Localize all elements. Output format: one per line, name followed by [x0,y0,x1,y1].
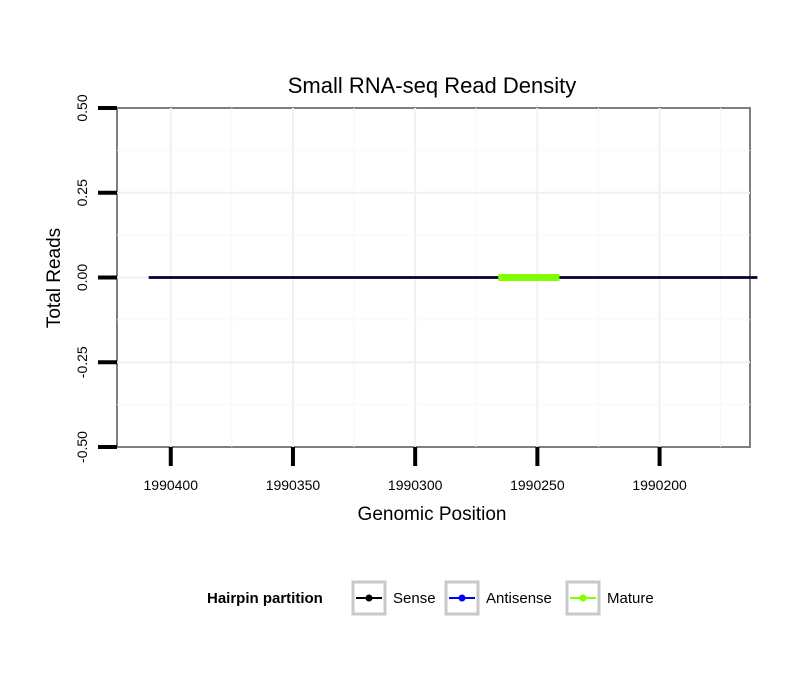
x-tick-label: 1990350 [266,477,321,493]
legend-item-antisense: Antisense [444,580,552,616]
x-tick-label: 1990300 [388,477,443,493]
legend-label: Antisense [486,590,552,607]
x-tick-label: 1990250 [510,477,565,493]
legend-item-mature: Mature [565,580,654,616]
x-axis-title: Genomic Position [358,504,507,525]
legend-item-sense: Sense [351,580,436,616]
legend-label: Sense [393,590,436,607]
legend-key-point [579,594,587,602]
chart-title: Small RNA-seq Read Density [288,73,577,98]
legend-label: Mature [607,590,654,607]
y-tick-label: -0.50 [74,431,90,463]
legend-key-point [458,594,466,602]
y-tick-label: 0.25 [74,179,90,206]
y-axis-title: Total Reads [44,228,65,328]
y-tick-label: 0.00 [74,264,90,291]
x-axis: 1990400 1990350 1990300 1990250 1990200 [144,447,687,493]
x-tick-label: 1990400 [144,477,199,493]
legend: Hairpin partition Sense Antisense Mature [207,580,654,616]
x-tick-label: 1990200 [632,477,687,493]
legend-title: Hairpin partition [207,590,323,607]
y-tick-label: 0.50 [74,94,90,121]
y-axis: 0.50 0.25 0.00 -0.25 -0.50 [74,94,117,463]
y-tick-label: -0.25 [74,346,90,378]
legend-key-point [365,594,373,602]
